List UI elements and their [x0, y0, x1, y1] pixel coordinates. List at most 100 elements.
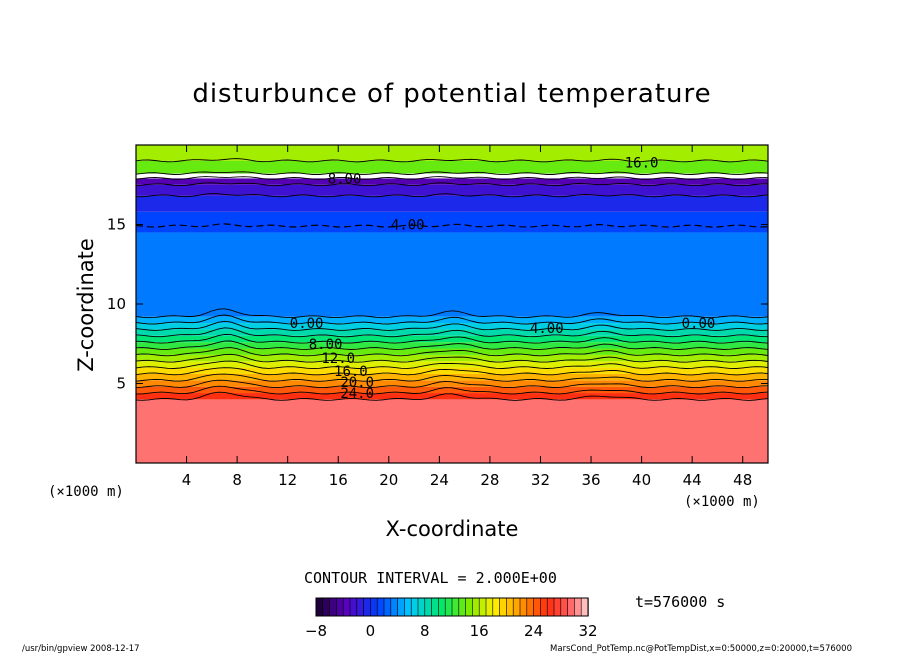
x-tick-label: 8	[232, 471, 242, 489]
contour-band	[136, 160, 768, 174]
x-axis-title: X-coordinate	[386, 517, 519, 541]
colorbar-cell	[336, 597, 344, 617]
footer-left: /usr/bin/gpview 2008-12-17	[22, 644, 140, 654]
contour-band	[136, 380, 768, 387]
colorbar-cell	[438, 597, 446, 617]
colorbar-cell	[329, 597, 338, 617]
colorbar-cell	[519, 597, 528, 617]
contour-band	[136, 195, 768, 212]
contour-line	[136, 308, 768, 319]
colorbar-cell	[370, 597, 378, 617]
colorbar-cell	[410, 597, 419, 617]
contour-label: 24.0	[340, 386, 374, 402]
colorbar-cell	[451, 597, 460, 617]
contour-line	[136, 385, 768, 395]
contour-band	[136, 232, 768, 317]
contour-band	[136, 335, 768, 343]
contour-line	[136, 320, 768, 331]
colorbar-cell	[363, 597, 372, 617]
contour-band	[136, 386, 768, 394]
colorbar-cell	[499, 597, 508, 617]
contour-band	[136, 342, 768, 349]
x-tick-label: 44	[683, 471, 702, 489]
contour-band	[136, 173, 768, 179]
contour-band	[136, 361, 768, 368]
y-axis-title: Z-coordinate	[74, 238, 98, 372]
colorbar-cell	[404, 597, 412, 617]
contour-band	[136, 145, 768, 161]
colorbar-cell	[546, 597, 555, 617]
contour-label: 0.00	[682, 316, 716, 332]
colorbar-cell	[315, 597, 324, 617]
colorbar-cell	[506, 597, 514, 617]
contour-label: 8.00	[309, 337, 343, 353]
contour-line	[136, 327, 768, 338]
contour-band	[136, 184, 768, 196]
colorbar-tick-label: 8	[420, 622, 430, 640]
contour-band	[136, 348, 768, 355]
contour-line	[136, 314, 768, 325]
y-tick-label: 5	[116, 375, 126, 393]
contour-band	[136, 178, 768, 185]
contour-line	[136, 391, 768, 401]
contour-label: 12.0	[321, 351, 355, 367]
x-tick-label: 20	[379, 471, 398, 489]
colorbar-cell	[342, 597, 351, 617]
x-tick-label: 32	[531, 471, 550, 489]
colorbar-cell	[492, 597, 501, 617]
contour-band	[136, 316, 768, 324]
colorbar-cell	[356, 597, 365, 617]
colorbar-cell	[512, 597, 521, 617]
colorbar-cell	[322, 597, 331, 617]
contour-band	[136, 211, 768, 233]
contour-line	[136, 373, 768, 382]
contour-line	[136, 171, 768, 176]
colorbar-cell	[553, 597, 562, 617]
x-tick-label: 16	[329, 471, 348, 489]
colorbar-cell	[383, 597, 392, 617]
colorbar-tick-label: 16	[470, 622, 489, 640]
colorbar-cell	[376, 597, 385, 617]
contour-label: 16.0	[334, 364, 368, 380]
x-tick-label: 40	[632, 471, 651, 489]
colorbar-cell	[567, 597, 576, 617]
contour-band	[136, 354, 768, 362]
contour-line	[136, 333, 768, 344]
colorbar-cell	[417, 597, 426, 617]
x-tick-label: 28	[480, 471, 499, 489]
colorbar	[315, 597, 589, 617]
x-tick-label: 12	[278, 471, 297, 489]
contour-line	[136, 182, 768, 187]
contour-line	[136, 353, 768, 363]
colorbar-cell	[540, 597, 548, 617]
contour-band	[136, 399, 768, 463]
colorbar-cell	[574, 597, 582, 617]
colorbar-cell	[526, 597, 535, 617]
colorbar-tick-labels: −8 0 8 16 24 32	[305, 622, 598, 640]
contour-label: 16.0	[625, 155, 659, 171]
colorbar-cell	[533, 597, 542, 617]
colorbar-cell	[431, 597, 440, 617]
contour-line	[136, 360, 768, 370]
x-tick-label: 36	[581, 471, 600, 489]
colorbar-tick-label: −8	[305, 622, 327, 640]
colorbar-tick-label: 0	[366, 622, 376, 640]
contour-label: 8.00	[328, 171, 362, 187]
colorbar-cell	[485, 597, 494, 617]
colorbar-cell	[397, 597, 406, 617]
colorbar-cell	[472, 597, 480, 617]
contour-band	[136, 329, 768, 336]
contour-line	[136, 193, 768, 198]
x-tick-label: 24	[430, 471, 449, 489]
contour-band	[136, 373, 768, 381]
colorbar-cell	[458, 597, 467, 617]
contour-band	[136, 323, 768, 330]
x-tick-label: 4	[182, 471, 192, 489]
colorbar-cell	[444, 597, 453, 617]
contour-line-negative	[136, 223, 768, 228]
contour-line	[136, 367, 768, 376]
contour-label: 20.0	[340, 375, 374, 391]
contour-band	[136, 393, 768, 400]
